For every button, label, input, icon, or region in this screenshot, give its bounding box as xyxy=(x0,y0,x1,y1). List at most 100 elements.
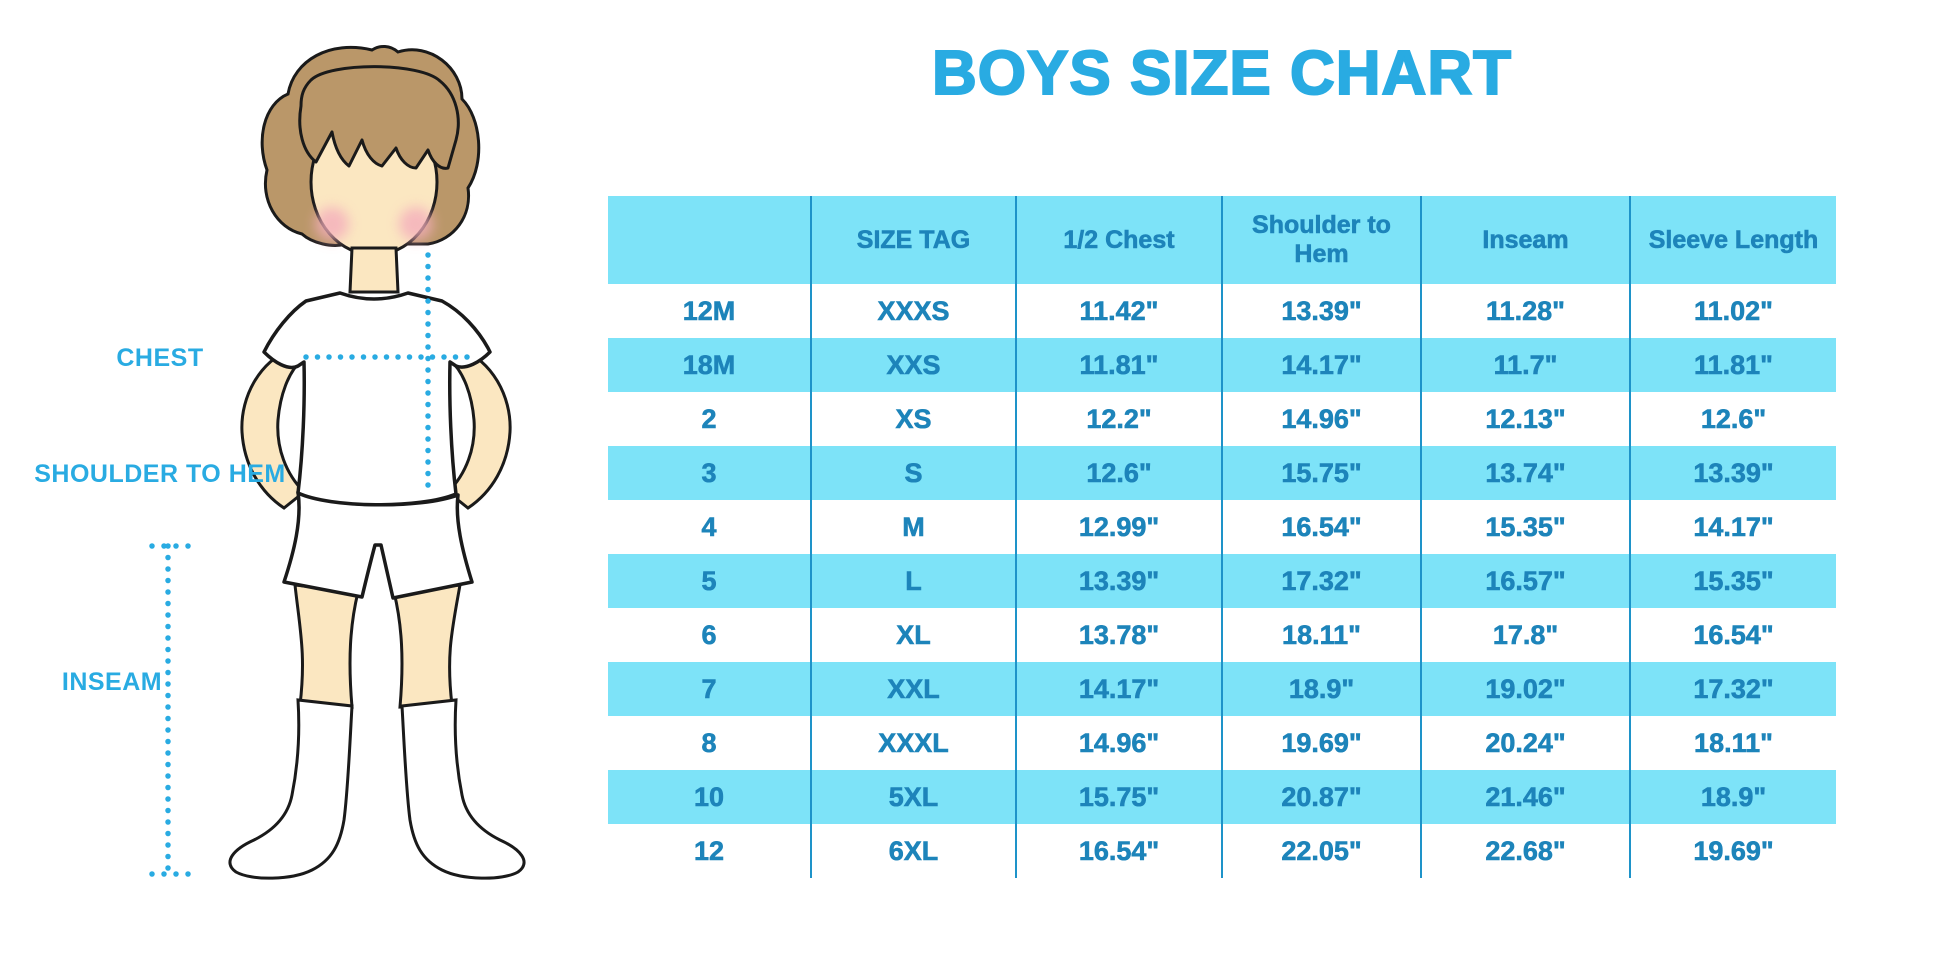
value-cell: 18.11" xyxy=(1221,608,1421,662)
size-cell: 3 xyxy=(608,446,811,500)
value-cell: 14.17" xyxy=(1221,338,1421,392)
value-cell: 17.32" xyxy=(1221,554,1421,608)
boy-measurement-illustration: CHEST SHOULDER TO HEM INSEAM xyxy=(34,45,526,880)
value-cell: 12.13" xyxy=(1420,392,1630,446)
value-cell: 22.05" xyxy=(1221,824,1421,878)
size-cell: 12M xyxy=(682,295,736,326)
value-cell: 18.9" xyxy=(1221,662,1421,716)
value-cell: XS xyxy=(810,392,1016,446)
value-cell: 14.96" xyxy=(1015,716,1222,770)
cheek-right xyxy=(399,207,433,241)
size-chart-table: SIZE TAG 1/2 Chest Shoulder to Hem Inseam Sl… xyxy=(608,196,1836,878)
sock-left xyxy=(228,698,354,880)
size-cell: 18M xyxy=(608,338,811,392)
shorts-shape xyxy=(282,490,474,600)
value-cell: 20.24" xyxy=(1420,716,1630,770)
value-cell: 15.35" xyxy=(1420,500,1630,554)
neck-shape xyxy=(348,246,400,294)
value-cell: 13.39" xyxy=(1015,554,1222,608)
table-row: 3 S 12.6" 15.75" 13.74" 13.39" xyxy=(608,446,1836,500)
leg-left xyxy=(293,583,360,709)
value-cell: M xyxy=(810,500,1016,554)
table-row: 12 6XL 16.54" 22.05" 22.68" 19.69" xyxy=(608,824,1836,878)
value-cell: 19.02" xyxy=(1420,662,1630,716)
value-cell: 13.39" xyxy=(1629,446,1836,500)
value-cell: 11.02" xyxy=(1629,284,1836,338)
size-cell: 2 xyxy=(701,403,717,434)
value-cell: 22.68" xyxy=(1420,824,1630,878)
size-cell: 4 xyxy=(701,511,717,542)
table-row: 6 XL 13.78" 18.11" 17.8" 16.54" xyxy=(608,608,1836,662)
column-header: SIZE TAG xyxy=(810,196,1016,284)
value-cell: 12.6" xyxy=(1629,392,1836,446)
value-cell: 15.75" xyxy=(1221,446,1421,500)
chest-label: CHEST xyxy=(116,344,203,372)
inseam-measure-line xyxy=(149,543,193,877)
leg-right xyxy=(392,583,462,709)
value-cell: 12.6" xyxy=(1015,446,1222,500)
value-cell: 17.8" xyxy=(1420,608,1630,662)
value-cell: 19.69" xyxy=(1221,716,1421,770)
value-cell: 13.78" xyxy=(1015,608,1222,662)
page-title: BOYS SIZE CHART xyxy=(931,38,1512,109)
value-cell: S xyxy=(810,446,1016,500)
column-header: Shoulder to Hem xyxy=(1221,196,1421,284)
value-cell: 13.39" xyxy=(1221,284,1421,338)
value-cell: XXS xyxy=(810,338,1016,392)
value-cell: 19.69" xyxy=(1629,824,1836,878)
value-cell: 12.99" xyxy=(1015,500,1222,554)
cheek-left xyxy=(315,207,349,241)
value-cell: 16.57" xyxy=(1420,554,1630,608)
value-cell: 14.17" xyxy=(1015,662,1222,716)
table-row: 5 L 13.39" 17.32" 16.57" 15.35" xyxy=(608,554,1836,608)
value-cell: XXXL xyxy=(810,716,1016,770)
value-cell: 15.75" xyxy=(1015,770,1222,824)
table-row: 18M XXS 11.81" 14.17" 11.7" 11.81" xyxy=(608,338,1836,392)
value-cell: 6XL xyxy=(810,824,1016,878)
value-cell: 14.17" xyxy=(1629,500,1836,554)
value-cell: 11.42" xyxy=(1015,284,1222,338)
value-cell: 18.9" xyxy=(1629,770,1836,824)
table-row: 12M XXXS 11.42" 13.39" 11.28" 11.02" xyxy=(608,284,1836,338)
inseam-label: INSEAM xyxy=(62,668,162,696)
column-header: Sleeve Length xyxy=(1629,196,1836,284)
value-cell: 20.87" xyxy=(1221,770,1421,824)
column-header xyxy=(608,196,811,284)
value-cell: 21.46" xyxy=(1420,770,1630,824)
value-cell: 11.28" xyxy=(1420,284,1630,338)
size-cell: 7 xyxy=(608,662,811,716)
size-cell: 8 xyxy=(701,727,717,758)
value-cell: 14.96" xyxy=(1221,392,1421,446)
column-header: 1/2 Chest xyxy=(1015,196,1222,284)
value-cell: 11.81" xyxy=(1629,338,1836,392)
shoulder-to-hem-label: SHOULDER TO HEM xyxy=(34,460,286,488)
size-cell: 5 xyxy=(608,554,811,608)
size-cell: 12 xyxy=(693,835,725,866)
value-cell: XXL xyxy=(810,662,1016,716)
table-row: 10 5XL 15.75" 20.87" 21.46" 18.9" xyxy=(608,770,1836,824)
value-cell: XL xyxy=(810,608,1016,662)
arm-right xyxy=(445,348,512,510)
size-table-header-row: SIZE TAG 1/2 Chest Shoulder to Hem Inseam Sl… xyxy=(608,196,1836,284)
value-cell: 18.11" xyxy=(1629,716,1836,770)
value-cell: 12.2" xyxy=(1015,392,1222,446)
table-row: 7 XXL 14.17" 18.9" 19.02" 17.32" xyxy=(608,662,1836,716)
value-cell: 11.81" xyxy=(1015,338,1222,392)
table-row: 8 XXXL 14.96" 19.69" 20.24" 18.11" xyxy=(608,716,1836,770)
value-cell: 13.74" xyxy=(1420,446,1630,500)
table-row: 4 M 12.99" 16.54" 15.35" 14.17" xyxy=(608,500,1836,554)
arm-left xyxy=(240,348,307,510)
value-cell: 11.7" xyxy=(1420,338,1630,392)
tshirt-shape xyxy=(262,291,492,507)
hair-fringe xyxy=(298,65,460,170)
value-cell: 16.54" xyxy=(1015,824,1222,878)
value-cell: 16.54" xyxy=(1629,608,1836,662)
value-cell: L xyxy=(810,554,1016,608)
size-cell: 10 xyxy=(608,770,811,824)
value-cell: 15.35" xyxy=(1629,554,1836,608)
table-row: 2 XS 12.2" 14.96" 12.13" 12.6" xyxy=(608,392,1836,446)
value-cell: 17.32" xyxy=(1629,662,1836,716)
value-cell: 5XL xyxy=(810,770,1016,824)
sock-right xyxy=(400,698,526,880)
value-cell: XXXS xyxy=(810,284,1016,338)
